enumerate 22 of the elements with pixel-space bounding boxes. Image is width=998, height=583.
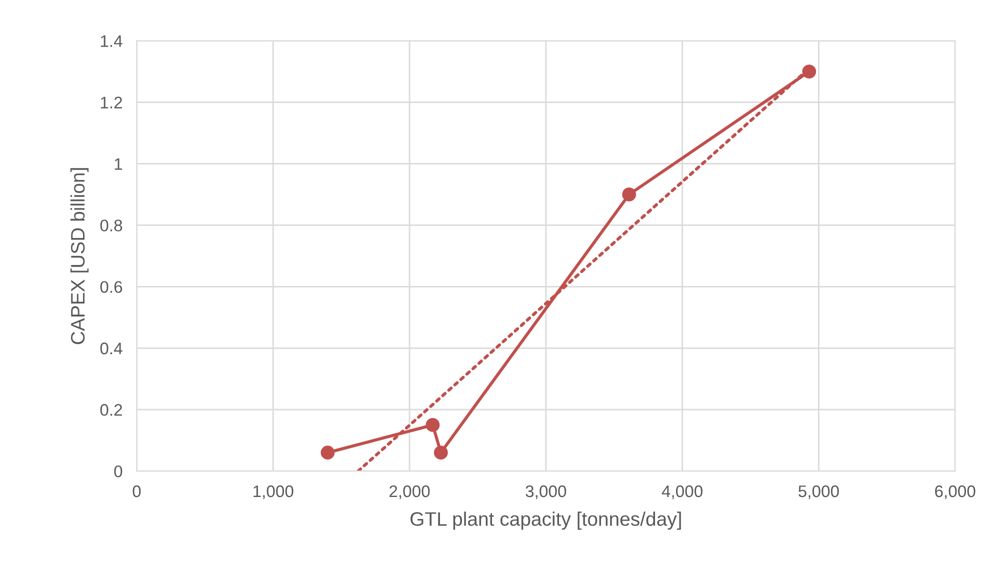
x-tick-label: 1,000 (254, 485, 294, 500)
y-tick-label: 0.8 (100, 220, 122, 232)
y-tick-label: 0.2 (100, 404, 122, 416)
point (434, 446, 448, 460)
y-tick-label: 1.4 (100, 35, 122, 47)
y-axis-title: CAPEX [USD billion] (70, 168, 89, 344)
x-tick-label: 0 (132, 485, 141, 498)
x-axis-title: GTL plant capacity [tonnes/day] (410, 512, 681, 530)
y-tick-label: 0 (114, 465, 122, 478)
y-tick-label: 1.2 (100, 96, 122, 108)
point (622, 188, 636, 202)
x-tick-label: 4,000 (662, 485, 703, 500)
point (426, 418, 440, 432)
x-tick-label: 2,000 (390, 485, 430, 500)
y-tick-label: 0.6 (100, 281, 122, 293)
x-tick-label: 5,000 (798, 485, 839, 500)
x-tick-label: 3,000 (526, 485, 566, 500)
point (802, 64, 816, 78)
x-tick-label: 6,000 (935, 485, 976, 500)
y-tick-label: 1 (114, 158, 122, 170)
y-tick-label: 0.4 (100, 342, 122, 354)
point (320, 446, 335, 460)
